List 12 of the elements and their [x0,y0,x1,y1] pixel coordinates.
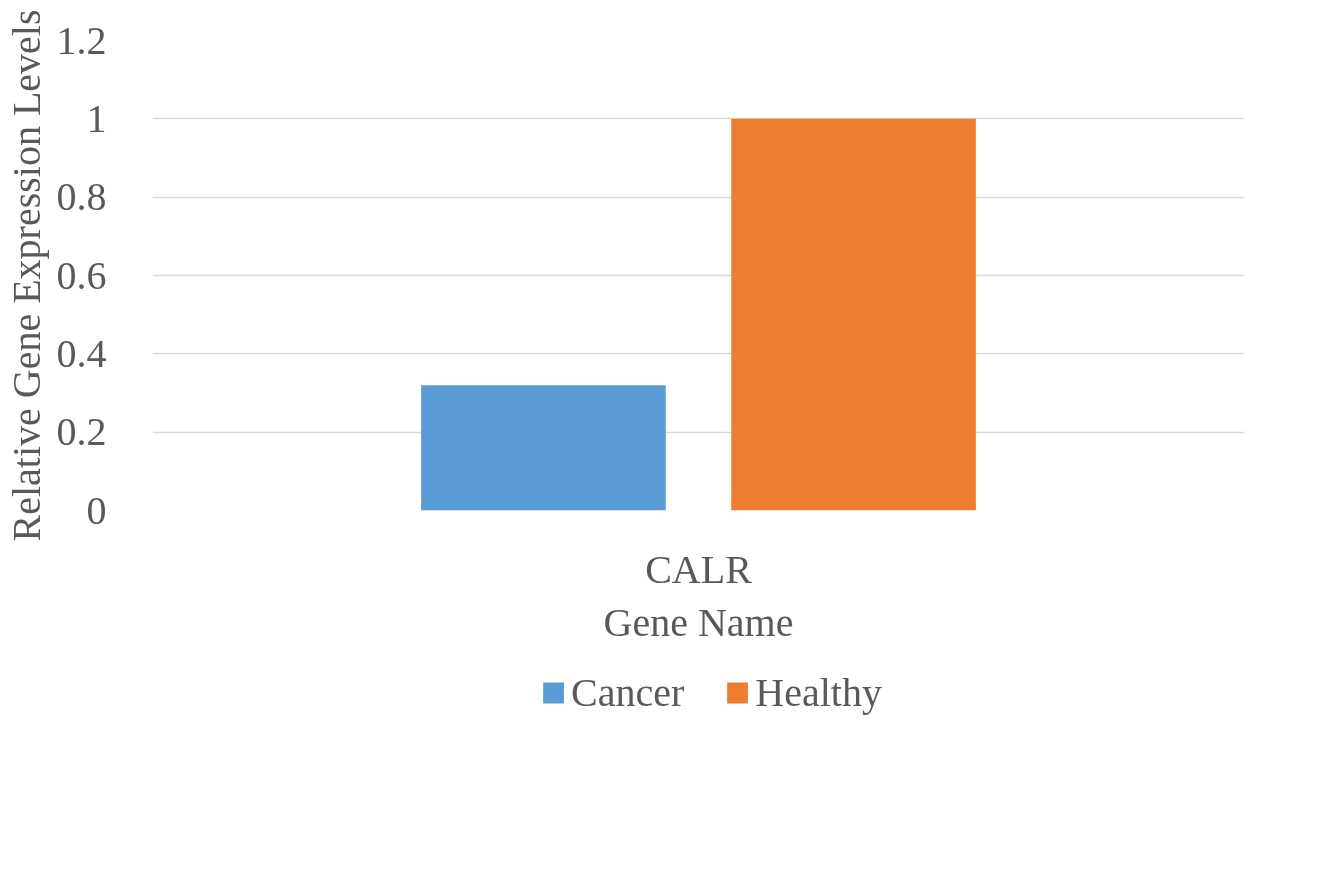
y-tick-label: 0.6 [56,252,107,298]
x-tick-label: CALR [645,546,753,592]
y-tick-label: 1.2 [56,17,107,63]
y-tick-label: 0.2 [56,409,107,455]
y-tick-label: 1 [86,95,107,141]
y-tick-label: 0.4 [56,330,107,376]
legend-label: Healthy [755,668,882,716]
y-tick-label: 0.8 [56,174,107,220]
x-axis-title: Gene Name [603,599,794,645]
legend-label: Cancer [571,668,685,716]
y-axis-title: Relative Gene Expression Levels [3,9,49,542]
y-tick-label: 0 [86,487,107,533]
